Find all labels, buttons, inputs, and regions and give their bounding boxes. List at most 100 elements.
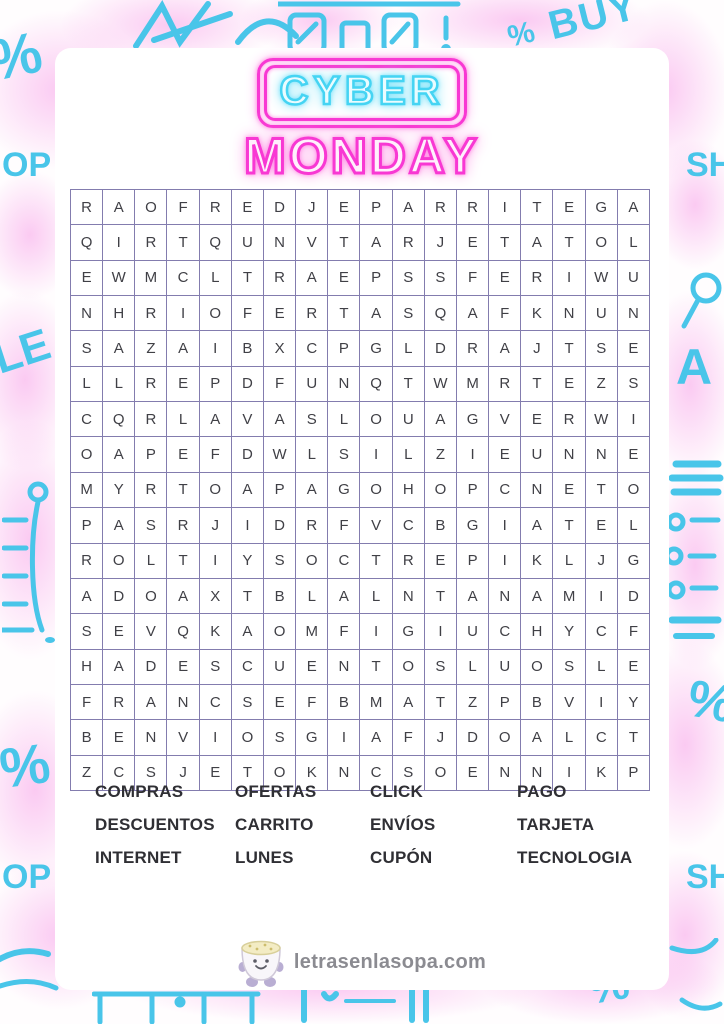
grid-cell-r1c11[interactable]: A	[392, 190, 424, 225]
grid-cell-r14c12[interactable]: S	[424, 649, 456, 684]
grid-cell-r13c12[interactable]: I	[424, 614, 456, 649]
grid-cell-r14c6[interactable]: C	[231, 649, 263, 684]
grid-cell-r13c14[interactable]: C	[489, 614, 521, 649]
grid-cell-r10c15[interactable]: A	[521, 508, 553, 543]
grid-cell-r8c14[interactable]: E	[489, 437, 521, 472]
grid-cell-r13c4[interactable]: Q	[167, 614, 199, 649]
grid-cell-r17c2[interactable]: C	[103, 755, 135, 790]
grid-cell-r9c13[interactable]: P	[456, 472, 489, 508]
grid-cell-r16c18[interactable]: T	[617, 720, 649, 755]
grid-cell-r1c1[interactable]: R	[71, 190, 103, 225]
grid-cell-r6c5[interactable]: P	[199, 366, 231, 402]
grid-cell-r1c3[interactable]: O	[135, 190, 167, 225]
grid-cell-r10c13[interactable]: G	[456, 508, 489, 543]
grid-cell-r3c15[interactable]: R	[521, 260, 553, 296]
grid-cell-r12c11[interactable]: N	[392, 578, 424, 614]
grid-cell-r7c5[interactable]: A	[199, 402, 231, 437]
grid-cell-r10c17[interactable]: E	[585, 508, 617, 543]
grid-cell-r15c9[interactable]: B	[328, 684, 360, 720]
grid-cell-r12c12[interactable]: T	[424, 578, 456, 614]
grid-cell-r8c7[interactable]: W	[263, 437, 296, 472]
grid-cell-r15c16[interactable]: V	[553, 684, 585, 720]
grid-cell-r5c12[interactable]: D	[424, 331, 456, 366]
grid-cell-r12c16[interactable]: M	[553, 578, 585, 614]
grid-cell-r11c9[interactable]: C	[328, 543, 360, 578]
grid-cell-r17c18[interactable]: P	[617, 755, 649, 790]
grid-cell-r3c18[interactable]: U	[617, 260, 649, 296]
grid-cell-r2c17[interactable]: O	[585, 225, 617, 260]
grid-cell-r10c14[interactable]: I	[489, 508, 521, 543]
grid-cell-r17c8[interactable]: K	[296, 755, 328, 790]
grid-cell-r8c1[interactable]: O	[71, 437, 103, 472]
grid-cell-r8c11[interactable]: L	[392, 437, 424, 472]
grid-cell-r8c5[interactable]: F	[199, 437, 231, 472]
grid-cell-r1c17[interactable]: G	[585, 190, 617, 225]
grid-cell-r4c9[interactable]: T	[328, 296, 360, 331]
grid-cell-r16c9[interactable]: I	[328, 720, 360, 755]
grid-cell-r7c3[interactable]: R	[135, 402, 167, 437]
grid-cell-r15c12[interactable]: T	[424, 684, 456, 720]
grid-cell-r9c9[interactable]: G	[328, 472, 360, 508]
grid-cell-r4c10[interactable]: A	[360, 296, 392, 331]
grid-cell-r14c14[interactable]: U	[489, 649, 521, 684]
grid-cell-r11c13[interactable]: P	[456, 543, 489, 578]
grid-cell-r6c17[interactable]: Z	[585, 366, 617, 402]
grid-cell-r14c9[interactable]: N	[328, 649, 360, 684]
grid-cell-r15c2[interactable]: R	[103, 684, 135, 720]
grid-cell-r7c14[interactable]: V	[489, 402, 521, 437]
grid-cell-r9c4[interactable]: T	[167, 472, 199, 508]
grid-cell-r8c12[interactable]: Z	[424, 437, 456, 472]
grid-cell-r12c9[interactable]: A	[328, 578, 360, 614]
grid-cell-r6c4[interactable]: E	[167, 366, 199, 402]
grid-cell-r2c2[interactable]: I	[103, 225, 135, 260]
grid-cell-r16c12[interactable]: J	[424, 720, 456, 755]
grid-cell-r6c2[interactable]: L	[103, 366, 135, 402]
grid-cell-r11c11[interactable]: R	[392, 543, 424, 578]
grid-cell-r4c7[interactable]: E	[263, 296, 296, 331]
grid-cell-r6c14[interactable]: R	[489, 366, 521, 402]
grid-cell-r10c9[interactable]: F	[328, 508, 360, 543]
grid-cell-r9c11[interactable]: H	[392, 472, 424, 508]
grid-cell-r13c3[interactable]: V	[135, 614, 167, 649]
grid-cell-r3c11[interactable]: S	[392, 260, 424, 296]
grid-cell-r2c12[interactable]: J	[424, 225, 456, 260]
grid-cell-r8c4[interactable]: E	[167, 437, 199, 472]
grid-cell-r10c8[interactable]: R	[296, 508, 328, 543]
grid-cell-r13c5[interactable]: K	[199, 614, 231, 649]
grid-cell-r8c15[interactable]: U	[521, 437, 553, 472]
grid-cell-r5c9[interactable]: P	[328, 331, 360, 366]
grid-cell-r7c10[interactable]: O	[360, 402, 392, 437]
grid-cell-r6c12[interactable]: W	[424, 366, 456, 402]
grid-cell-r2c8[interactable]: V	[296, 225, 328, 260]
grid-cell-r16c11[interactable]: F	[392, 720, 424, 755]
grid-cell-r4c8[interactable]: R	[296, 296, 328, 331]
grid-cell-r10c5[interactable]: J	[199, 508, 231, 543]
grid-cell-r3c4[interactable]: C	[167, 260, 199, 296]
grid-cell-r14c17[interactable]: L	[585, 649, 617, 684]
grid-cell-r17c15[interactable]: N	[521, 755, 553, 790]
grid-cell-r10c18[interactable]: L	[617, 508, 649, 543]
grid-cell-r12c4[interactable]: A	[167, 578, 199, 614]
grid-cell-r1c13[interactable]: R	[456, 190, 489, 225]
grid-cell-r15c7[interactable]: E	[263, 684, 296, 720]
grid-cell-r13c17[interactable]: C	[585, 614, 617, 649]
grid-cell-r12c10[interactable]: L	[360, 578, 392, 614]
grid-cell-r15c6[interactable]: S	[231, 684, 263, 720]
grid-cell-r16c8[interactable]: G	[296, 720, 328, 755]
grid-cell-r2c3[interactable]: R	[135, 225, 167, 260]
grid-cell-r2c18[interactable]: L	[617, 225, 649, 260]
grid-cell-r17c10[interactable]: C	[360, 755, 392, 790]
grid-cell-r13c6[interactable]: A	[231, 614, 263, 649]
grid-cell-r4c14[interactable]: F	[489, 296, 521, 331]
grid-cell-r5c11[interactable]: L	[392, 331, 424, 366]
grid-cell-r15c3[interactable]: A	[135, 684, 167, 720]
grid-cell-r14c8[interactable]: E	[296, 649, 328, 684]
grid-cell-r11c6[interactable]: Y	[231, 543, 263, 578]
grid-cell-r6c3[interactable]: R	[135, 366, 167, 402]
grid-cell-r7c12[interactable]: A	[424, 402, 456, 437]
grid-cell-r14c13[interactable]: L	[456, 649, 489, 684]
grid-cell-r7c6[interactable]: V	[231, 402, 263, 437]
grid-cell-r11c16[interactable]: L	[553, 543, 585, 578]
grid-cell-r15c15[interactable]: B	[521, 684, 553, 720]
grid-cell-r16c17[interactable]: C	[585, 720, 617, 755]
